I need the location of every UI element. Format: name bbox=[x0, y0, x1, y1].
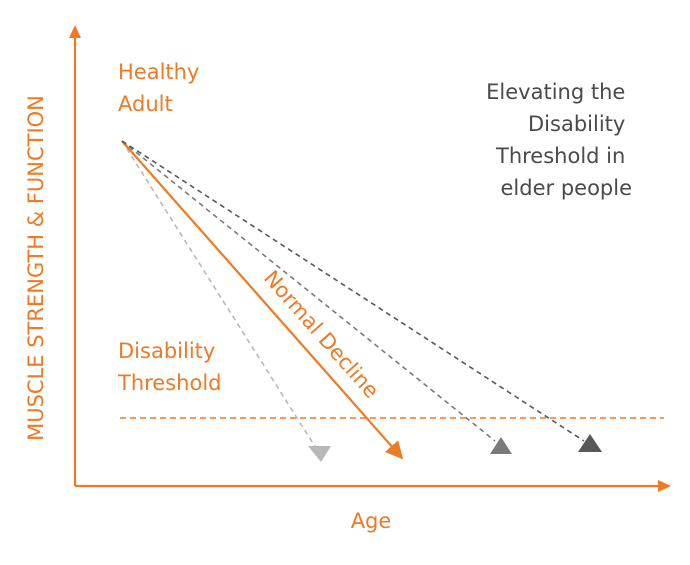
elevating-threshold-note: Elevating the Disability Threshold in el… bbox=[486, 80, 632, 200]
fast-decline-arrowhead bbox=[308, 446, 331, 462]
disability-threshold-line-1: Disability bbox=[118, 339, 215, 363]
note-line-3: Threshold in bbox=[495, 144, 625, 168]
slowest-decline-line bbox=[121, 140, 585, 442]
note-line-2: Disability bbox=[528, 112, 625, 136]
healthy-adult-line-2: Adult bbox=[118, 92, 173, 116]
slowest-decline-arrowhead bbox=[578, 434, 602, 452]
slow-decline-arrowhead-1 bbox=[490, 437, 512, 454]
normal-decline-label: Normal Decline bbox=[259, 266, 384, 403]
y-axis-arrowhead bbox=[69, 25, 81, 38]
slow-decline-line-1 bbox=[121, 140, 496, 442]
y-axis-title: MUSCLE STRENGTH & FUNCTION bbox=[24, 95, 48, 441]
healthy-adult-line-1: Healthy bbox=[118, 60, 199, 84]
note-line-4: elder people bbox=[501, 176, 633, 200]
normal-decline-line bbox=[121, 140, 404, 460]
note-line-1: Elevating the bbox=[486, 80, 625, 104]
x-axis-title: Age bbox=[351, 509, 392, 533]
fast-decline-line bbox=[121, 140, 317, 449]
disability-threshold-line-2: Threshold bbox=[117, 371, 222, 395]
disability-threshold-label: Disability Threshold bbox=[117, 339, 222, 395]
x-axis-arrowhead bbox=[658, 480, 671, 492]
healthy-adult-label: Healthy Adult bbox=[118, 60, 206, 116]
